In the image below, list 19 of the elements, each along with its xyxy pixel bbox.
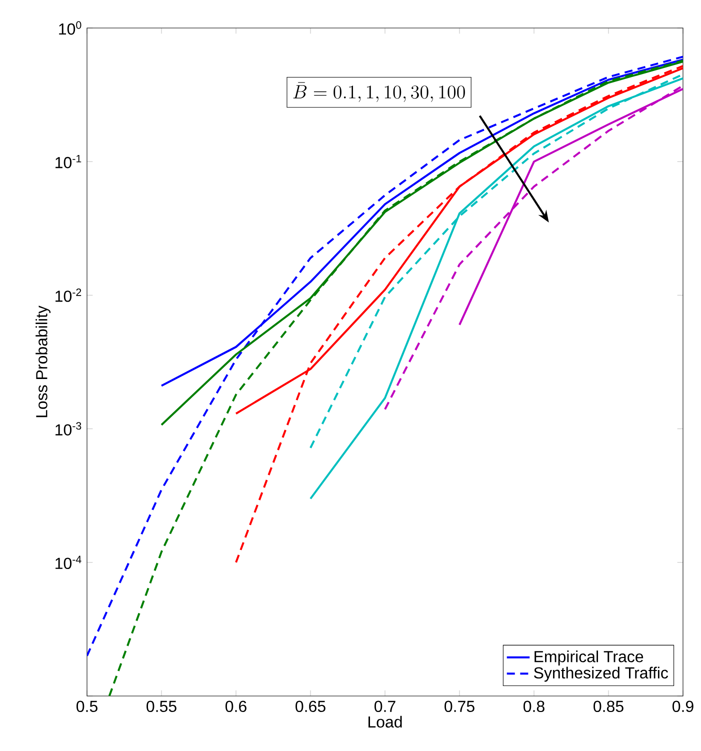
legend-label: Empirical Trace bbox=[534, 650, 644, 666]
legend-label: Synthesized Traffic bbox=[534, 666, 668, 682]
y-tick-label: 10$^{-2}$ bbox=[56, 288, 82, 302]
y-tick-label: 10$^{0}$ bbox=[59, 21, 82, 35]
x-tick-label: 0.5 bbox=[76, 700, 98, 712]
x-tick-label: 0.7 bbox=[374, 700, 396, 712]
y-tick-label: 10$^{-4}$ bbox=[56, 556, 82, 570]
y-tick-label: 10$^{-1}$ bbox=[56, 154, 82, 168]
x-tick-label: 0.65 bbox=[296, 700, 326, 712]
x-tick-label: 0.75 bbox=[444, 700, 474, 712]
x-axis-title: Load bbox=[368, 716, 402, 728]
y-axis-title: Loss Probability bbox=[36, 306, 51, 418]
x-tick-label: 0.8 bbox=[524, 700, 544, 712]
x-tick-label: 0.6 bbox=[226, 700, 246, 712]
x-tick-label: 0.85 bbox=[594, 700, 624, 712]
annotation: $\bar{B}=0.1,1,10,30,100$ bbox=[293, 82, 465, 102]
x-tick-label: 0.55 bbox=[146, 700, 176, 712]
y-tick-label: 10$^{-3}$ bbox=[56, 422, 82, 436]
x-tick-label: 0.9 bbox=[672, 700, 694, 712]
